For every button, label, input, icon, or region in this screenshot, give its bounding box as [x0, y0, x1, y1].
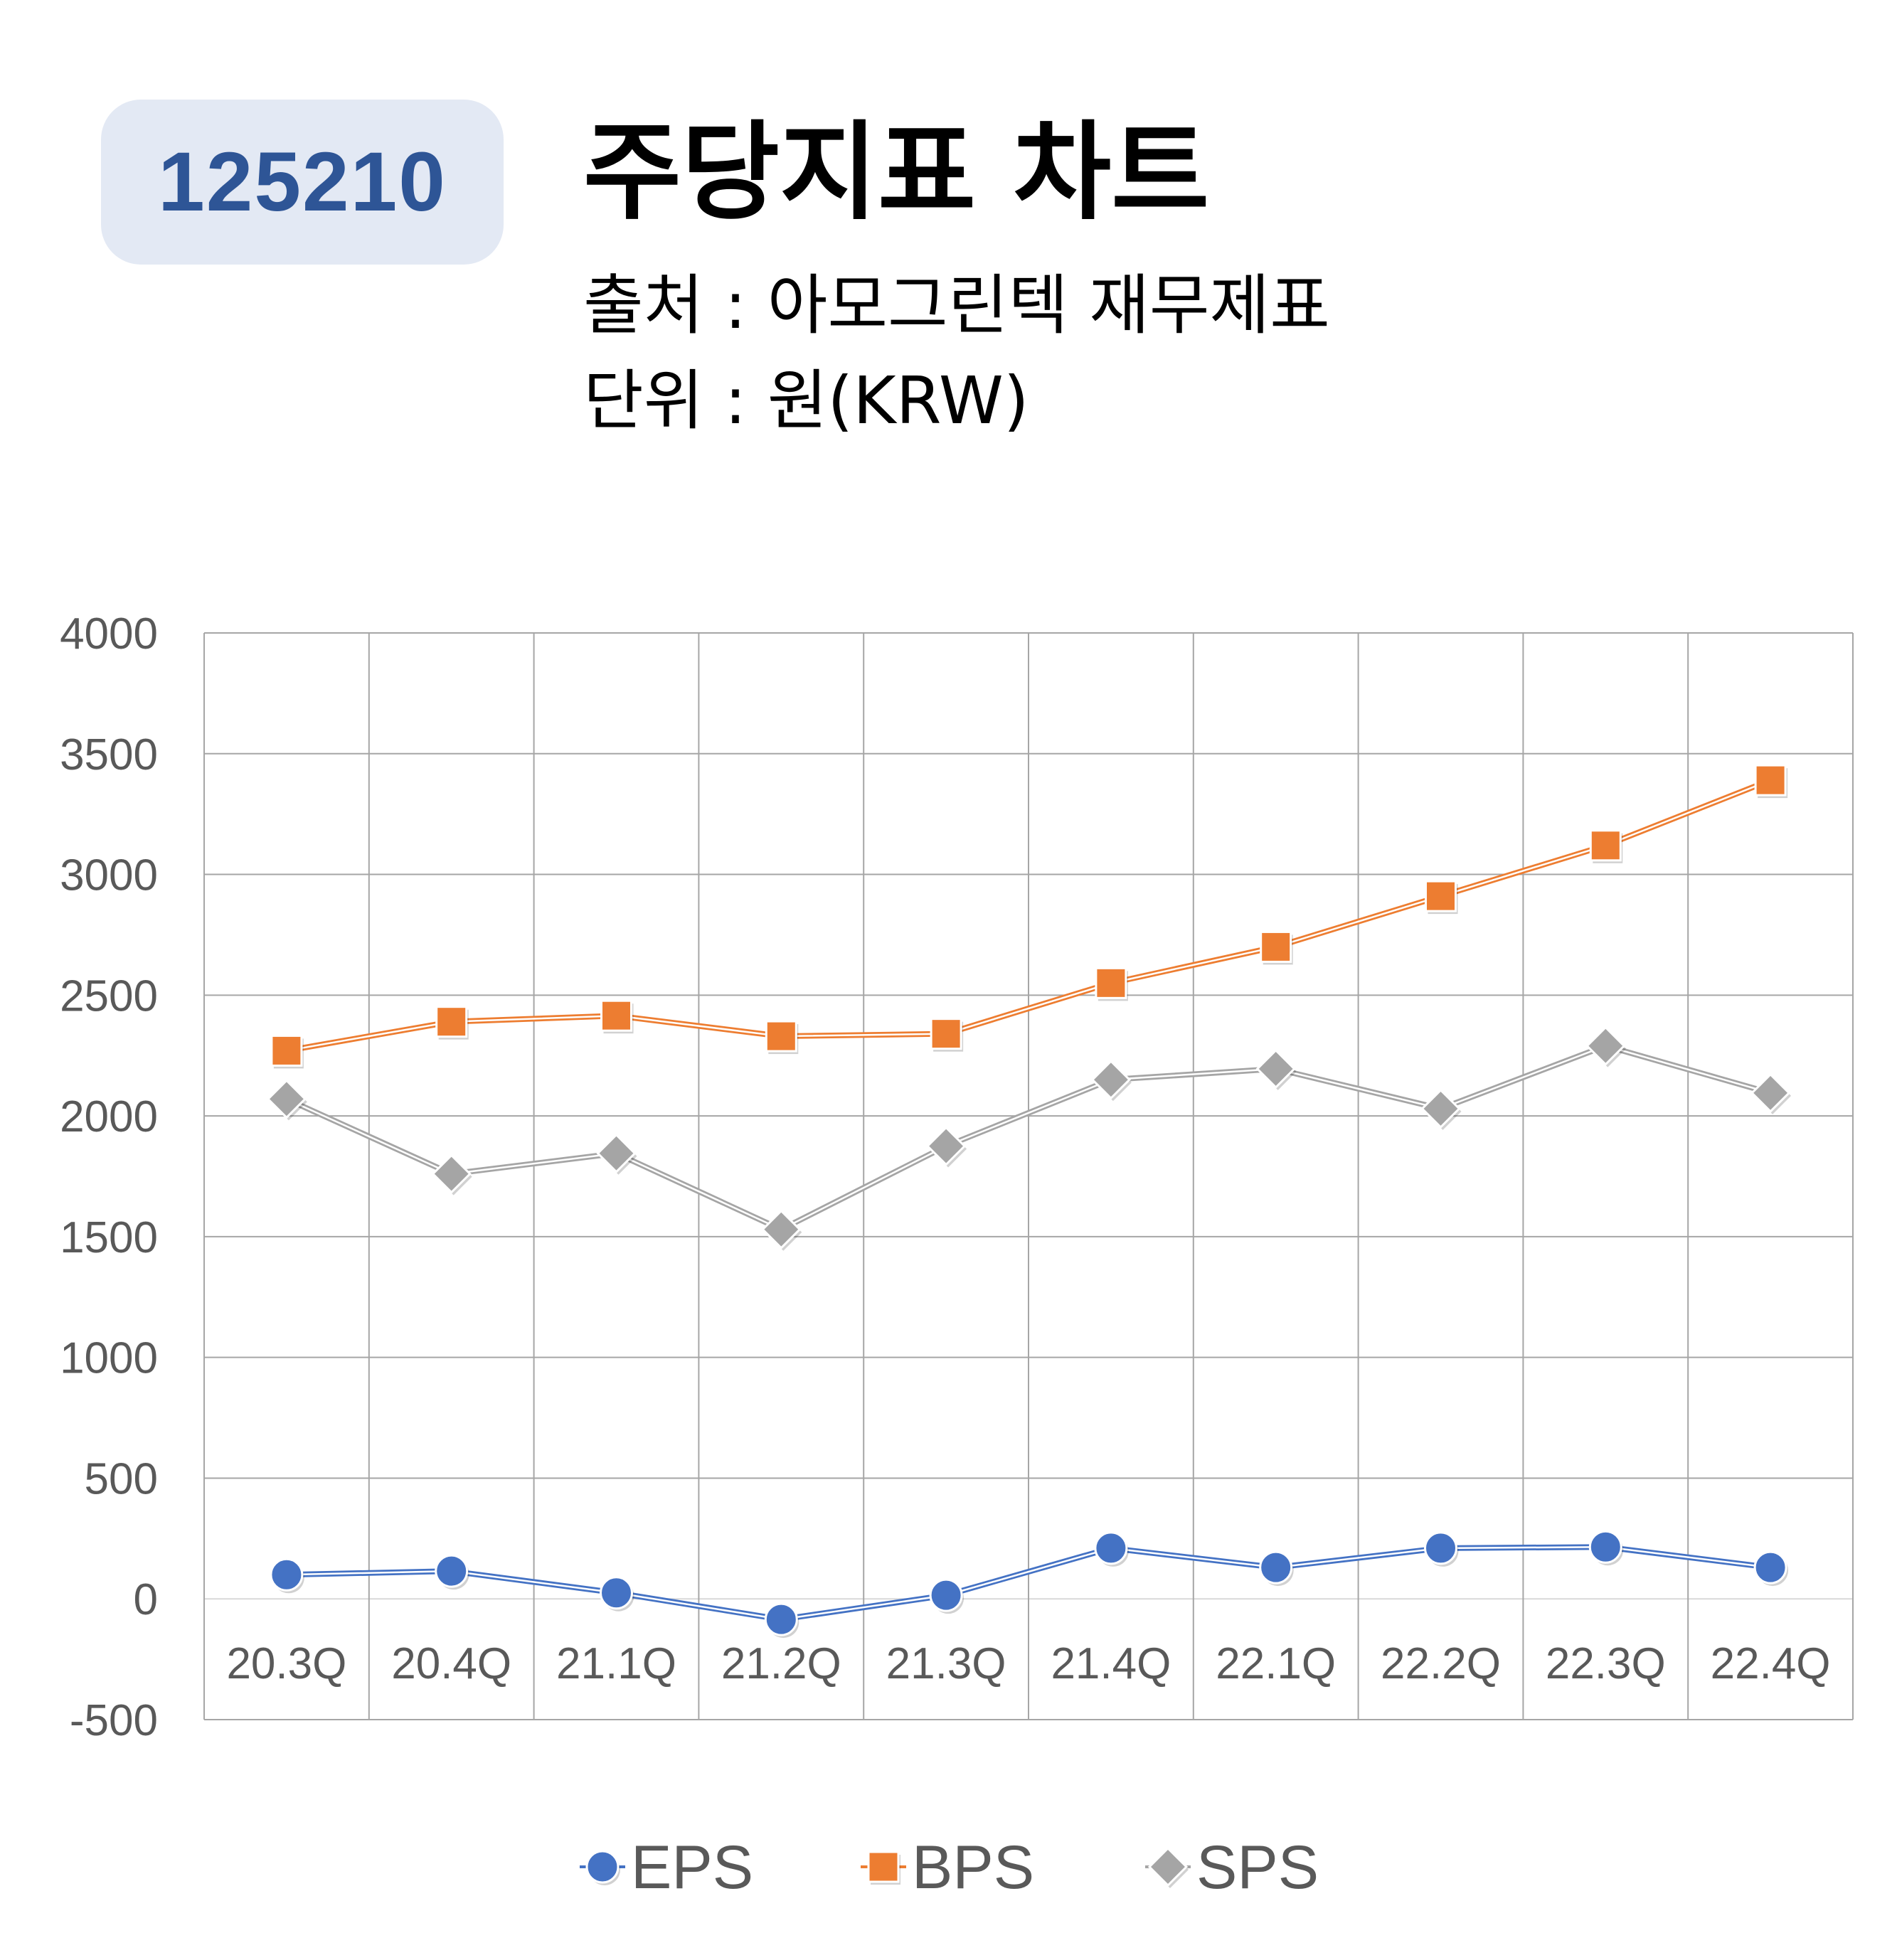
legend-marker-bps [867, 1850, 900, 1883]
y-tick-label: 0 [134, 1575, 158, 1624]
legend-marker-sps [1147, 1846, 1189, 1887]
point-bps [270, 1034, 303, 1067]
point-bps [600, 999, 632, 1032]
point-sps [1255, 1048, 1296, 1090]
point-bps [1425, 880, 1457, 912]
point-bps [1754, 764, 1787, 797]
point-sps [1585, 1026, 1626, 1066]
x-tick-label: 20.3Q [226, 1639, 346, 1688]
point-eps [435, 1554, 469, 1588]
point-eps [1588, 1530, 1622, 1564]
source-line: 출처 : 아모그린텍 재무제표 [583, 267, 1330, 343]
point-bps [930, 1018, 962, 1050]
point-sps [596, 1133, 637, 1173]
y-tick-label: 2500 [60, 971, 158, 1021]
legend-marker-eps [585, 1850, 620, 1884]
series-eps [270, 1530, 1789, 1639]
y-tick-label: 1500 [60, 1213, 158, 1262]
x-tick-label: 20.4Q [391, 1639, 511, 1688]
series-line-highlight-sps [286, 1045, 1771, 1230]
y-tick-label: -500 [70, 1696, 158, 1745]
chart-title: 주당지표 차트 [583, 111, 1210, 235]
point-sps [266, 1079, 307, 1119]
unit-line: 단위 : 원(KRW) [583, 363, 1029, 439]
series-sps [266, 1026, 1792, 1251]
stock-code-badge: 125210 [101, 100, 504, 265]
y-tick-label: 3000 [60, 851, 158, 900]
x-tick-label: 21.4Q [1051, 1639, 1171, 1688]
x-tick-label: 21.3Q [886, 1639, 1006, 1688]
series-line-highlight-bps [286, 779, 1771, 1052]
x-tick-label: 22.1Q [1216, 1639, 1336, 1688]
legend-label-eps: EPS [631, 1833, 753, 1902]
stock-code: 125210 [158, 135, 447, 229]
point-bps [1095, 966, 1127, 999]
point-eps [1424, 1531, 1457, 1565]
point-eps [929, 1578, 963, 1612]
point-eps [270, 1557, 304, 1592]
legend-label-bps: BPS [912, 1833, 1034, 1902]
y-tick-label: 1000 [60, 1334, 158, 1383]
y-tick-label: 500 [85, 1454, 158, 1503]
point-eps [600, 1576, 633, 1610]
series-line-highlight-eps [286, 1545, 1771, 1621]
point-bps [1260, 930, 1292, 963]
legend-item-bps: BPS [861, 1833, 1034, 1902]
legend-label-sps: SPS [1196, 1833, 1319, 1902]
point-bps [1589, 829, 1622, 862]
point-eps [1094, 1531, 1128, 1565]
point-eps [1259, 1550, 1293, 1584]
point-eps [1753, 1550, 1787, 1584]
x-tick-label: 21.1Q [556, 1639, 676, 1688]
point-eps [764, 1602, 798, 1636]
point-sps [761, 1209, 802, 1250]
y-tick-label: 4000 [60, 609, 158, 659]
point-sps [431, 1154, 472, 1194]
legend-item-sps: SPS [1145, 1833, 1319, 1902]
point-sps [1420, 1088, 1461, 1129]
y-tick-label: 2000 [60, 1092, 158, 1141]
point-sps [1090, 1060, 1132, 1100]
y-tick-label: 3500 [60, 730, 158, 779]
point-sps [1750, 1072, 1791, 1113]
x-tick-label: 22.2Q [1381, 1639, 1501, 1688]
x-tick-label: 22.3Q [1546, 1639, 1666, 1688]
x-tick-label: 22.4Q [1711, 1639, 1831, 1688]
point-bps [435, 1006, 468, 1038]
point-sps [925, 1126, 967, 1166]
point-bps [765, 1020, 797, 1053]
series-bps [270, 764, 1788, 1069]
legend-item-eps: EPS [580, 1833, 753, 1902]
x-tick-label: 21.2Q [721, 1639, 841, 1688]
